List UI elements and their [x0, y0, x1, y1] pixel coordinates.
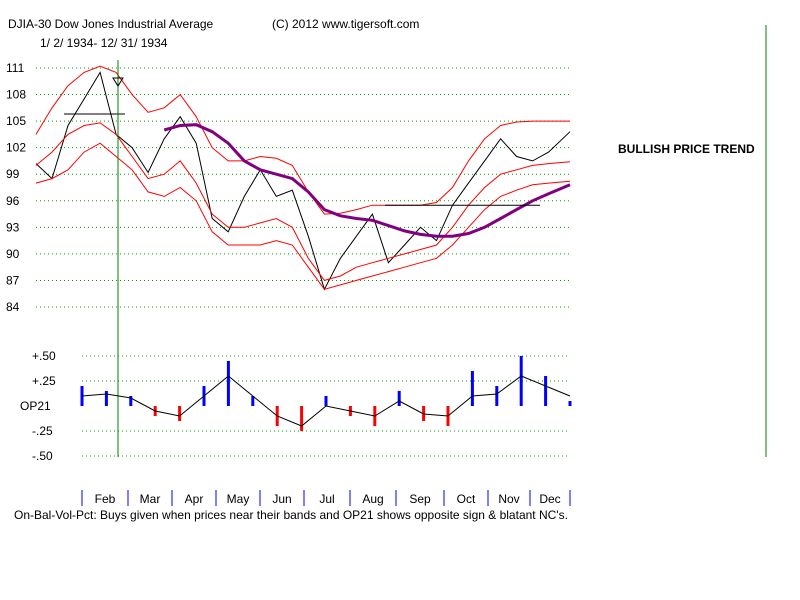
price-tick-label: 102: [6, 141, 26, 155]
footer-note: On-Bal-Vol-Pct: Buys given when prices n…: [14, 508, 568, 522]
month-label: May: [227, 492, 250, 506]
osc-tick-label: +.25: [32, 374, 56, 388]
price-series-3: [35, 142, 571, 290]
price-tick-label: 108: [6, 88, 26, 102]
price-series-1: [35, 65, 570, 215]
price-tick-label: 93: [6, 220, 20, 234]
price-series-2: [35, 122, 571, 281]
price-tick-label: 96: [6, 194, 20, 208]
date-range: 1/ 2/ 1934- 12/ 31/ 1934: [40, 36, 168, 50]
osc-tick-label: OP21: [20, 399, 51, 413]
price-tick-label: 84: [6, 300, 20, 314]
month-label: Dec: [539, 492, 560, 506]
month-label: Mar: [140, 492, 161, 506]
chart-title: DJIA-30 Dow Jones Industrial Average: [8, 17, 214, 31]
price-tick-label: 90: [6, 247, 20, 261]
month-label: Feb: [95, 492, 116, 506]
price-series-0: [35, 71, 571, 291]
month-label: Oct: [457, 492, 476, 506]
price-tick-label: 99: [6, 167, 20, 181]
month-label: Jul: [319, 492, 334, 506]
price-tick-label: 111: [6, 61, 25, 75]
price-series-4: [163, 123, 571, 238]
trend-annotation: BULLISH PRICE TREND: [618, 142, 755, 156]
month-label: Sep: [409, 492, 431, 506]
osc-tick-label: +.50: [32, 349, 56, 363]
month-label: Aug: [362, 492, 383, 506]
osc-tick-label: -.50: [32, 449, 53, 463]
month-label: Nov: [498, 492, 519, 506]
osc-line: [81, 375, 571, 427]
price-tick-label: 87: [6, 273, 20, 287]
price-tick-label: 105: [6, 114, 26, 128]
osc-tick-label: -.25: [32, 424, 53, 438]
month-label: Jun: [272, 492, 291, 506]
marker-arrow: [112, 77, 124, 87]
copyright: (C) 2012 www.tigersoft.com: [272, 17, 420, 31]
month-label: Apr: [185, 492, 204, 506]
